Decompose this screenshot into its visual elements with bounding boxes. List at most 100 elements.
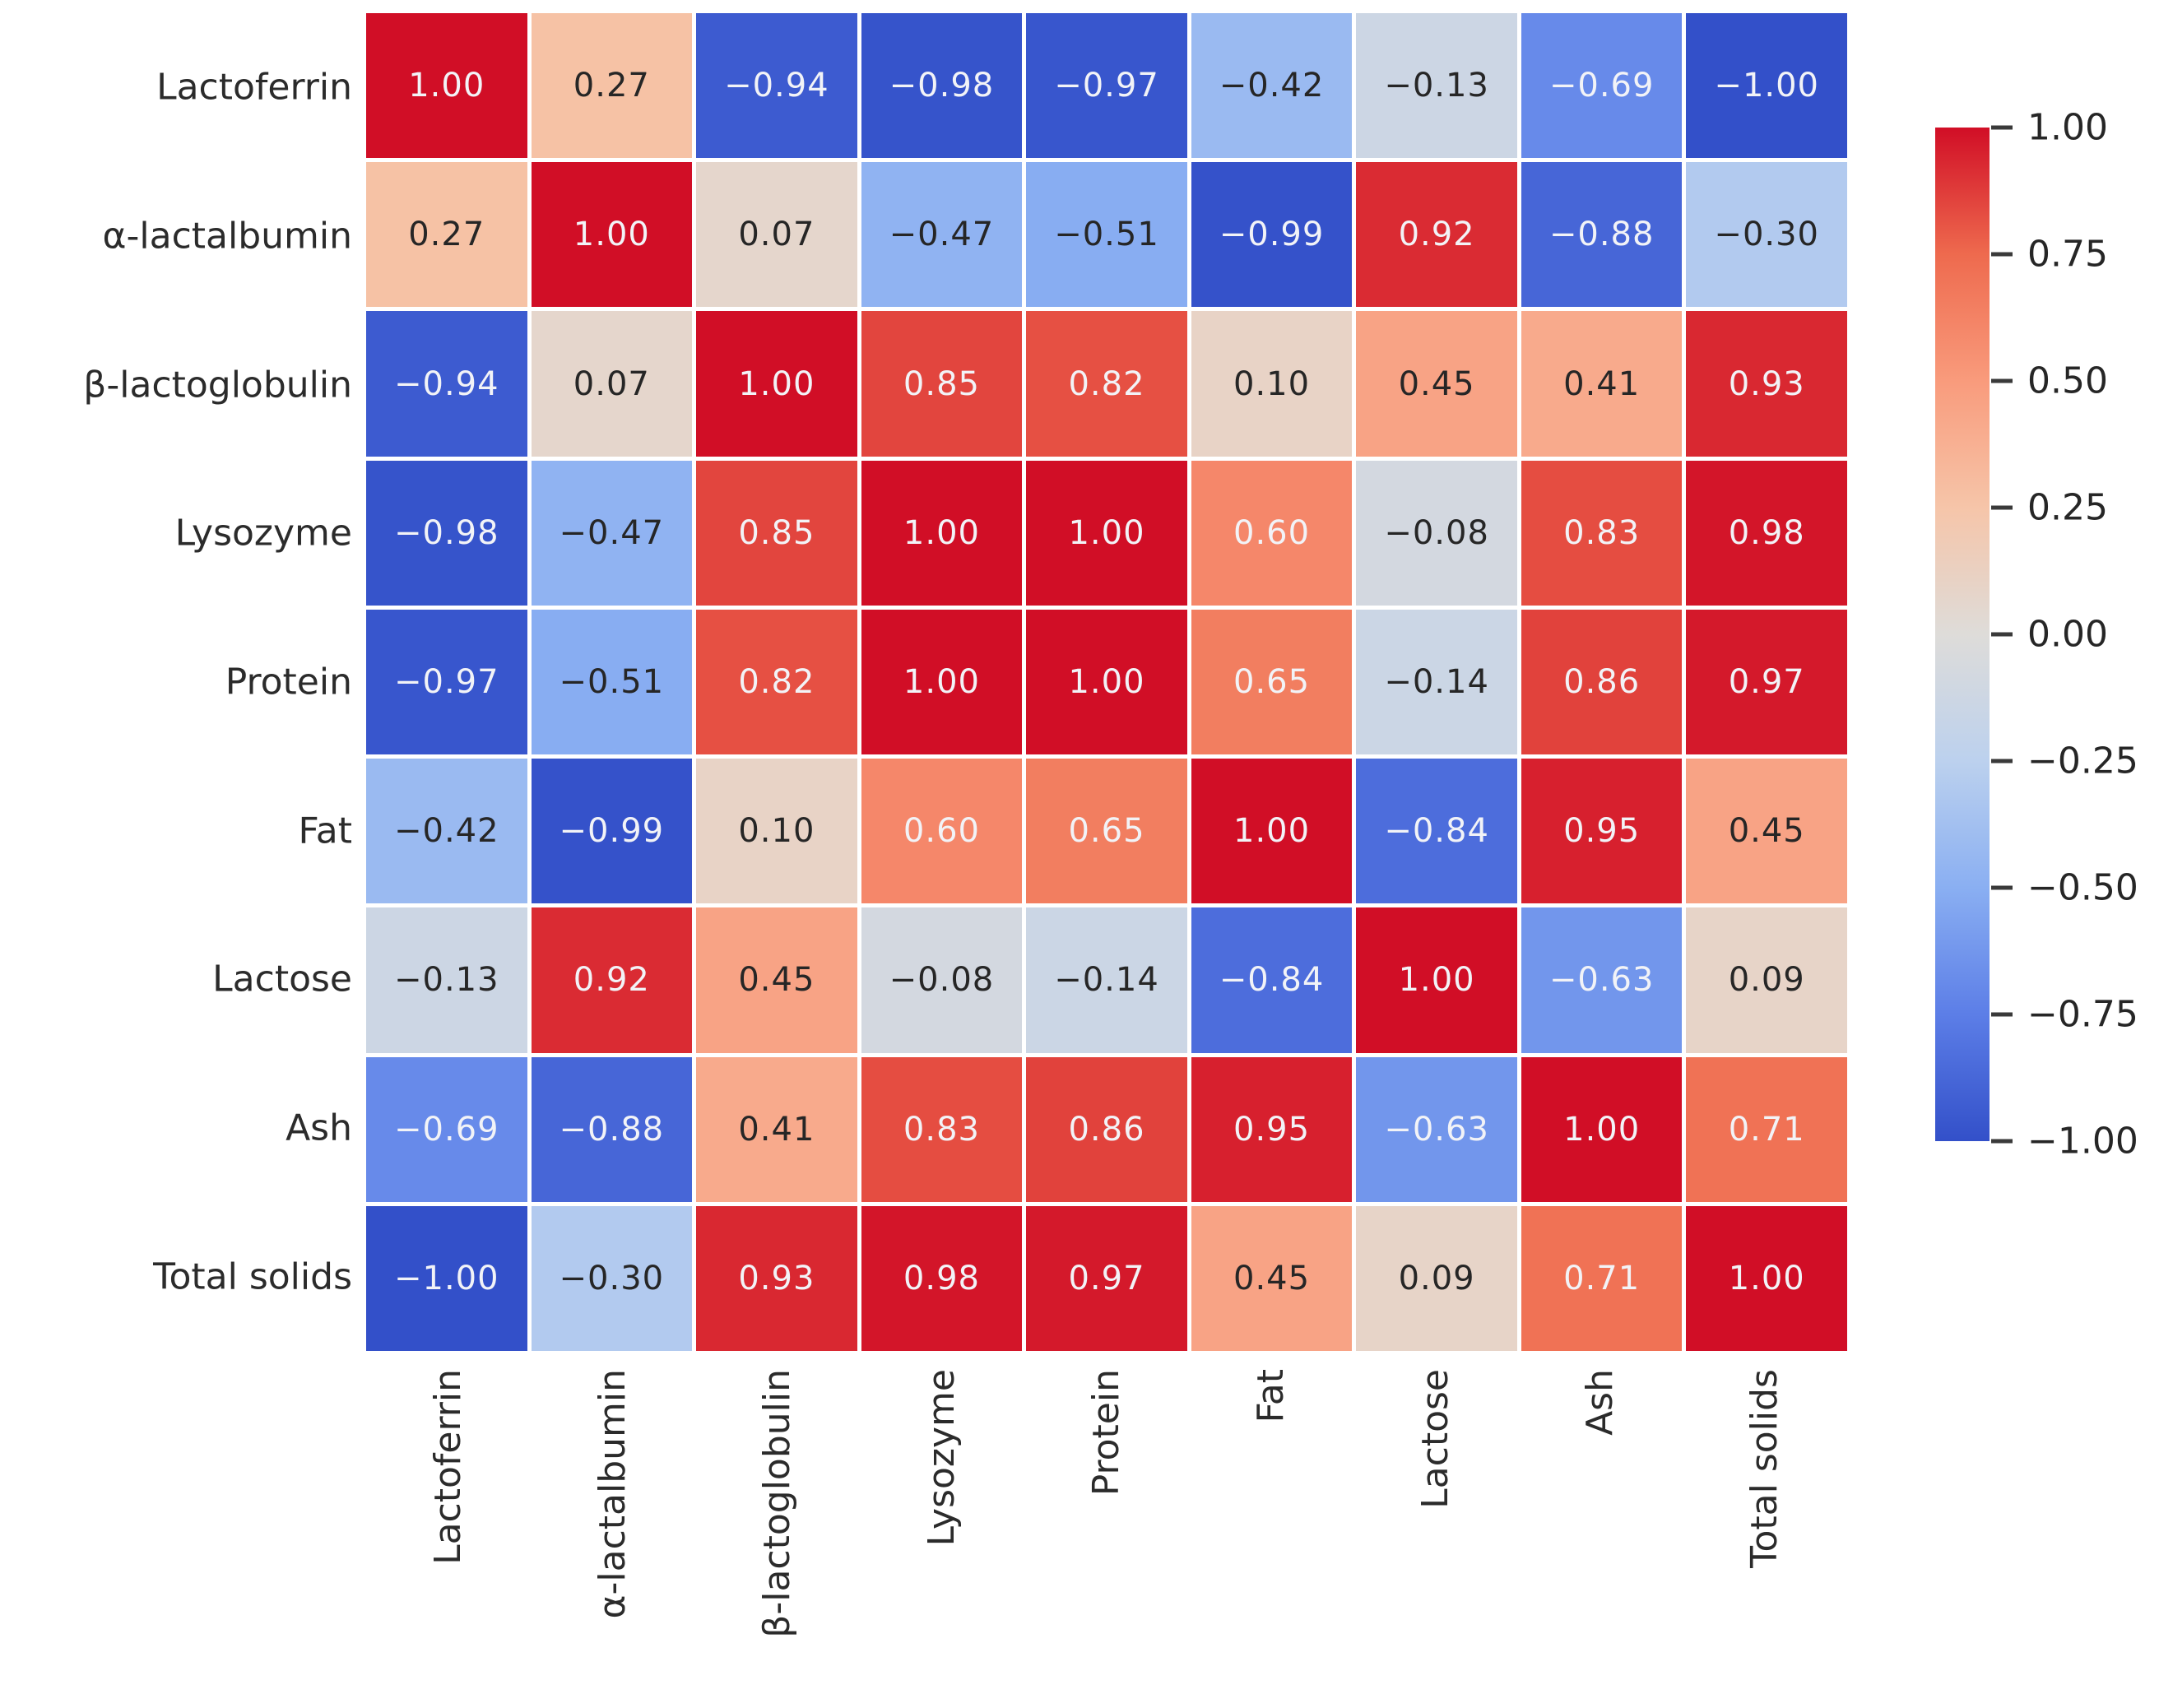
colorbar-ticklabel: −0.25	[2027, 740, 2138, 782]
heatmap-cell: 0.07	[531, 311, 693, 457]
heatmap-cell: −0.94	[366, 311, 527, 457]
heatmap-cell: 0.95	[1191, 1056, 1353, 1202]
heatmap-cell: 0.60	[1191, 460, 1353, 606]
heatmap-cell: −1.00	[1686, 13, 1847, 159]
colorbar-ticklabel: 0.50	[2027, 360, 2108, 402]
heatmap-cell: −0.08	[861, 907, 1023, 1053]
heatmap-cell: 0.82	[1026, 311, 1187, 457]
heatmap-cell: −0.98	[861, 13, 1023, 159]
heatmap-cell: 0.65	[1191, 609, 1353, 755]
y-axis-label: Lysozyme	[174, 512, 352, 555]
heatmap-cell: −1.00	[366, 1205, 527, 1351]
y-axis-label: Lactose	[212, 958, 352, 1000]
heatmap-cell: −0.99	[1191, 162, 1353, 308]
heatmap-cell: 1.00	[861, 609, 1023, 755]
y-axis-label: Protein	[225, 661, 352, 703]
heatmap-cell: 0.71	[1521, 1205, 1683, 1351]
heatmap-cell: 0.97	[1686, 609, 1847, 755]
heatmap-cell: 0.65	[1026, 759, 1187, 904]
heatmap-cell: 0.45	[1356, 311, 1517, 457]
heatmap-cell: 0.60	[861, 759, 1023, 904]
heatmap-cell: 0.93	[696, 1205, 857, 1351]
heatmap-cell: 0.92	[1356, 162, 1517, 308]
heatmap-cell: −0.47	[531, 460, 693, 606]
heatmap-cell: 0.09	[1686, 907, 1847, 1053]
heatmap-cell: 0.85	[861, 311, 1023, 457]
heatmap-cell: −0.30	[1686, 162, 1847, 308]
heatmap-cell: 0.45	[1191, 1205, 1353, 1351]
colorbar-ticklabel: −1.00	[2027, 1120, 2138, 1163]
heatmap-cell: 0.86	[1521, 609, 1683, 755]
heatmap-cell: 0.85	[696, 460, 857, 606]
x-axis-label: Fat	[1250, 1369, 1292, 1423]
x-axis-label: Total solids	[1743, 1369, 1785, 1568]
x-axis-label: Ash	[1579, 1369, 1621, 1436]
heatmap-cell: 0.93	[1686, 311, 1847, 457]
heatmap-cell: −0.13	[366, 907, 527, 1053]
colorbar-tickmark	[1991, 1012, 2013, 1017]
colorbar-tickmark	[1991, 252, 2013, 257]
y-axis-label: Total solids	[153, 1255, 352, 1298]
heatmap-cell: 0.95	[1521, 759, 1683, 904]
heatmap-cell: −0.47	[861, 162, 1023, 308]
colorbar-ticklabel: 0.00	[2027, 613, 2108, 656]
heatmap-grid: 1.00 0.27 −0.94 −0.98 −0.97 −0.42 −0.13 −0.69 −1…	[366, 13, 1847, 1351]
x-axis-label: Lactoferrin	[427, 1369, 469, 1565]
heatmap-cell: −0.88	[531, 1056, 693, 1202]
heatmap-cell: −0.14	[1026, 907, 1187, 1053]
heatmap-cell: 0.82	[696, 609, 857, 755]
colorbar-ticklabel: 0.75	[2027, 233, 2108, 276]
heatmap-cell: 1.00	[1686, 1205, 1847, 1351]
colorbar-tickmark	[1991, 505, 2013, 510]
heatmap-cell: −0.63	[1521, 907, 1683, 1053]
colorbar-tickmark	[1991, 885, 2013, 890]
heatmap-cell: 1.00	[696, 311, 857, 457]
colorbar-ticklabel: −0.50	[2027, 866, 2138, 909]
heatmap-cell: −0.51	[531, 609, 693, 755]
x-axis-label: β-lactoglobulin	[756, 1369, 798, 1638]
heatmap-cell: −0.30	[531, 1205, 693, 1351]
heatmap-cell: 0.07	[696, 162, 857, 308]
colorbar-tickmark	[1991, 378, 2013, 383]
heatmap-cell: −0.42	[1191, 13, 1353, 159]
heatmap-cell: 0.41	[1521, 311, 1683, 457]
heatmap-cell: 0.98	[1686, 460, 1847, 606]
x-axis-label: Lactose	[1414, 1369, 1456, 1509]
colorbar-tickmark	[1991, 125, 2013, 130]
heatmap-cell: 1.00	[1026, 460, 1187, 606]
colorbar-tickmark	[1991, 1139, 2013, 1144]
x-axis-label: α-lactalbumin	[592, 1369, 634, 1619]
heatmap-cell: −0.97	[366, 609, 527, 755]
heatmap-cell: −0.63	[1356, 1056, 1517, 1202]
heatmap-cell: 0.27	[366, 162, 527, 308]
heatmap-cell: 0.92	[531, 907, 693, 1053]
heatmap-cell: −0.08	[1356, 460, 1517, 606]
heatmap-cell: 0.09	[1356, 1205, 1517, 1351]
colorbar-gradient	[1935, 128, 1990, 1141]
heatmap-cell: −0.69	[366, 1056, 527, 1202]
heatmap-cell: 1.00	[861, 460, 1023, 606]
x-axis-label: Protein	[1085, 1369, 1127, 1497]
colorbar-tickmark	[1991, 632, 2013, 637]
x-axis-label: Lysozyme	[921, 1369, 963, 1547]
heatmap-cell: 0.45	[1686, 759, 1847, 904]
heatmap-cell: 1.00	[1026, 609, 1187, 755]
heatmap-cell: 0.97	[1026, 1205, 1187, 1351]
heatmap-cell: 1.00	[1191, 759, 1353, 904]
heatmap-cell: −0.42	[366, 759, 527, 904]
heatmap-cell: 0.27	[531, 13, 693, 159]
y-axis-label: Fat	[298, 810, 352, 852]
heatmap-cell: 1.00	[366, 13, 527, 159]
heatmap-cell: −0.94	[696, 13, 857, 159]
heatmap-cell: −0.84	[1191, 907, 1353, 1053]
heatmap-cell: 0.86	[1026, 1056, 1187, 1202]
heatmap-cell: −0.14	[1356, 609, 1517, 755]
heatmap-cell: −0.13	[1356, 13, 1517, 159]
heatmap-cell: 0.71	[1686, 1056, 1847, 1202]
heatmap-cell: 0.83	[861, 1056, 1023, 1202]
heatmap-cell: −0.51	[1026, 162, 1187, 308]
heatmap-cell: 0.45	[696, 907, 857, 1053]
heatmap-cell: 0.41	[696, 1056, 857, 1202]
y-axis-label: α-lactalbumin	[102, 215, 353, 258]
heatmap-cell: 0.10	[696, 759, 857, 904]
